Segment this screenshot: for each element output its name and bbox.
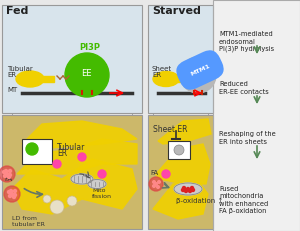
Ellipse shape (88, 179, 106, 188)
Text: ER: ER (152, 72, 161, 78)
Circle shape (2, 170, 5, 173)
Circle shape (8, 176, 10, 179)
Text: Sheet ER: Sheet ER (153, 125, 188, 134)
Text: ER: ER (7, 72, 16, 78)
Text: Reduced
ER-EE contacts: Reduced ER-EE contacts (219, 81, 269, 94)
Circle shape (4, 186, 20, 202)
FancyBboxPatch shape (2, 115, 142, 229)
Text: Fused
mitochondria
with enhanced
FA β-oxidation: Fused mitochondria with enhanced FA β-ox… (219, 186, 268, 215)
FancyBboxPatch shape (148, 115, 213, 229)
FancyArrow shape (42, 76, 54, 82)
Text: FA: FA (4, 176, 12, 182)
Bar (2, 5, 142, 113)
Circle shape (8, 191, 10, 194)
Circle shape (14, 189, 16, 192)
Circle shape (13, 195, 16, 198)
Text: MT: MT (7, 87, 17, 93)
Circle shape (190, 186, 194, 189)
Circle shape (8, 170, 11, 173)
FancyArrow shape (176, 76, 186, 82)
Text: MTM1-mediated
endosomal
PI(3)P hydrolysis: MTM1-mediated endosomal PI(3)P hydrolysi… (219, 31, 274, 52)
Circle shape (182, 186, 185, 189)
Text: Mito: Mito (92, 188, 106, 194)
Polygon shape (156, 144, 210, 184)
Circle shape (182, 188, 184, 191)
Circle shape (155, 183, 157, 185)
Circle shape (153, 181, 155, 183)
Circle shape (149, 177, 163, 191)
Circle shape (157, 186, 159, 188)
FancyBboxPatch shape (2, 5, 142, 113)
Circle shape (11, 192, 14, 195)
Text: FA: FA (150, 170, 158, 176)
Ellipse shape (174, 183, 202, 195)
FancyBboxPatch shape (213, 0, 300, 231)
Ellipse shape (71, 174, 93, 184)
Circle shape (50, 200, 64, 214)
Circle shape (78, 153, 86, 161)
Polygon shape (153, 181, 208, 219)
Circle shape (53, 160, 61, 168)
Circle shape (65, 53, 109, 97)
Text: PI3P: PI3P (79, 43, 100, 52)
Text: LD from: LD from (12, 216, 37, 222)
Circle shape (0, 166, 15, 182)
Text: ER: ER (57, 149, 67, 158)
Circle shape (191, 188, 194, 191)
Ellipse shape (153, 72, 179, 86)
Text: Reshaping of the
ER into sheets: Reshaping of the ER into sheets (219, 131, 276, 145)
Circle shape (8, 195, 11, 198)
Polygon shape (22, 121, 137, 149)
Bar (213, 0, 300, 231)
Circle shape (67, 196, 77, 206)
Polygon shape (12, 159, 137, 214)
Circle shape (4, 174, 7, 177)
Text: Tubular: Tubular (57, 143, 86, 152)
Text: fission: fission (92, 194, 112, 198)
Circle shape (188, 189, 191, 192)
Circle shape (162, 170, 170, 178)
Text: β-oxidation ↑: β-oxidation ↑ (176, 198, 224, 204)
Circle shape (10, 189, 13, 192)
Circle shape (98, 170, 106, 178)
Circle shape (174, 145, 184, 155)
Circle shape (43, 195, 51, 203)
Circle shape (153, 185, 155, 187)
Circle shape (187, 188, 190, 191)
Text: Fed: Fed (6, 6, 28, 16)
Ellipse shape (16, 71, 44, 87)
Text: MTM1: MTM1 (189, 63, 211, 77)
FancyBboxPatch shape (148, 5, 213, 113)
Text: Starved: Starved (152, 6, 201, 16)
Circle shape (26, 143, 38, 155)
Text: tubular ER: tubular ER (12, 222, 45, 227)
Bar (22, 139, 52, 164)
Circle shape (158, 181, 160, 183)
Circle shape (184, 189, 188, 192)
Text: Tubular: Tubular (7, 66, 33, 72)
Bar (2, 115, 142, 229)
Bar (168, 141, 190, 159)
Circle shape (4, 170, 8, 173)
Bar (148, 5, 213, 113)
Bar (148, 115, 213, 229)
Circle shape (5, 173, 8, 176)
Circle shape (180, 57, 216, 93)
Polygon shape (17, 139, 137, 174)
Polygon shape (158, 119, 211, 144)
Circle shape (8, 173, 11, 176)
Text: EE: EE (81, 69, 92, 77)
Circle shape (14, 194, 16, 197)
Text: Sheet: Sheet (152, 66, 172, 72)
